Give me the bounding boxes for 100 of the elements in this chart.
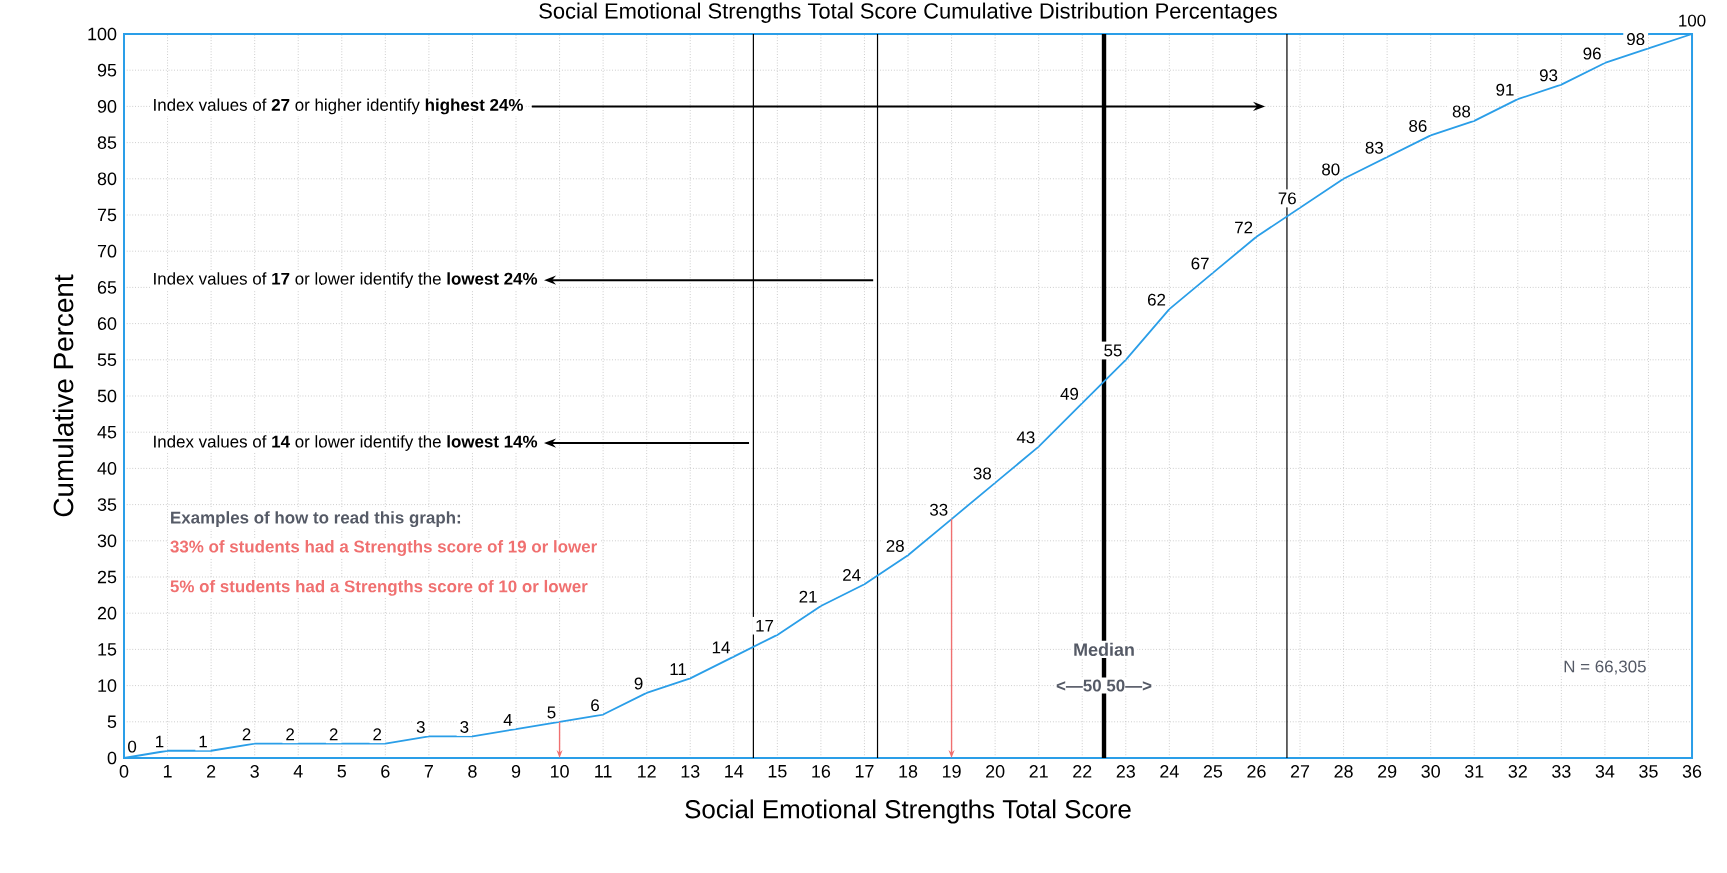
x-tick-label: 20 <box>986 765 1005 778</box>
x-tick-label: 30 <box>1421 765 1440 778</box>
x-tick-label: 7 <box>424 765 433 778</box>
x-tick-label: 1 <box>163 765 172 778</box>
y-tick-label: 40 <box>97 462 117 475</box>
y-tick-label: 5 <box>107 715 117 729</box>
y-tick-label: 85 <box>97 136 117 149</box>
data-label: 62 <box>1147 293 1166 306</box>
y-tick-label: 95 <box>97 63 117 77</box>
data-label: 98 <box>1627 33 1645 46</box>
x-tick-label: 36 <box>1682 765 1702 778</box>
x-tick-label: 35 <box>1639 765 1658 778</box>
y-axis-title: Cumulative Percent <box>52 274 74 517</box>
x-tick-label: 0 <box>119 765 129 778</box>
annotation: Index values of 27 or higher identify highest 24% <box>154 98 524 115</box>
x-tick-label: 25 <box>1203 765 1223 778</box>
data-label: 3 <box>460 720 469 733</box>
x-axis-title: Social Emotional Strengths Total Score <box>685 799 1131 824</box>
data-label: 88 <box>1452 105 1471 118</box>
x-tick-label: 29 <box>1378 765 1397 778</box>
x-tick-label: 5 <box>337 765 347 778</box>
x-tick-label: 32 <box>1508 765 1527 778</box>
data-label: 67 <box>1191 257 1209 270</box>
annotation: <—50 50—> <box>1056 679 1152 692</box>
y-tick-label: 90 <box>97 100 117 113</box>
y-tick-label: 50 <box>97 389 117 403</box>
x-tick-label: 6 <box>381 765 390 778</box>
data-label: 9 <box>634 677 643 690</box>
data-label: 2 <box>286 728 294 741</box>
x-tick-label: 28 <box>1334 765 1353 778</box>
x-tick-label: 14 <box>725 765 744 778</box>
y-tick-label: 45 <box>97 425 117 439</box>
data-label: 38 <box>973 467 991 480</box>
x-tick-label: 15 <box>768 765 787 778</box>
annotation: Index values of 14 or lower identify the lowest 14% <box>154 435 538 451</box>
x-tick-label: 11 <box>595 765 612 778</box>
x-tick-label: 18 <box>899 765 918 778</box>
data-label: 3 <box>416 720 425 733</box>
x-tick-label: 2 <box>207 765 216 778</box>
data-label: 76 <box>1278 192 1296 205</box>
annotation: Examples of how to read this graph: <box>171 511 461 528</box>
data-label: 2 <box>329 728 338 741</box>
x-tick-label: 17 <box>855 765 874 778</box>
annotation: 5% of students had a Strengths score of 10 or lower <box>170 579 588 596</box>
x-tick-label: 24 <box>1160 765 1179 778</box>
data-label: 96 <box>1583 47 1601 60</box>
data-label: 2 <box>242 728 251 741</box>
y-tick-label: 55 <box>97 353 117 367</box>
data-label: 5 <box>547 706 556 719</box>
y-tick-label: 75 <box>97 208 117 222</box>
x-tick-label: 10 <box>550 765 569 778</box>
x-tick-label: 19 <box>942 765 961 778</box>
x-tick-label: 9 <box>511 765 521 778</box>
data-label: 100 <box>1679 14 1706 27</box>
data-label: 91 <box>1496 83 1514 96</box>
y-tick-label: 100 <box>88 27 117 41</box>
x-tick-label: 4 <box>293 765 303 778</box>
y-tick-label: 35 <box>97 498 117 511</box>
data-label: 0 <box>128 740 137 753</box>
y-tick-label: 0 <box>107 751 117 765</box>
data-label: 11 <box>670 663 687 675</box>
data-label: 28 <box>886 539 904 552</box>
y-tick-label: 70 <box>97 244 117 258</box>
data-label: 33 <box>930 503 948 516</box>
x-tick-label: 8 <box>468 765 477 778</box>
y-tick-label: 20 <box>97 606 117 620</box>
data-label: 24 <box>843 569 861 581</box>
data-label: 17 <box>756 619 774 632</box>
data-label: 6 <box>591 699 599 712</box>
x-tick-label: 26 <box>1247 765 1266 778</box>
y-tick-label: 10 <box>98 679 117 692</box>
x-tick-label: 23 <box>1116 765 1135 778</box>
x-tick-label: 27 <box>1290 765 1310 778</box>
x-tick-label: 34 <box>1595 765 1615 778</box>
x-tick-label: 33 <box>1552 765 1571 778</box>
data-label: 1 <box>156 735 164 748</box>
data-label: 55 <box>1104 344 1122 357</box>
x-tick-label: 12 <box>638 765 656 778</box>
y-tick-label: 80 <box>97 172 117 186</box>
y-tick-label: 30 <box>97 534 117 548</box>
x-tick-label: 31 <box>1464 765 1484 778</box>
y-tick-label: 15 <box>98 643 117 656</box>
annotation: N = 66,305 <box>1564 660 1646 675</box>
data-label: 83 <box>1365 141 1383 154</box>
data-label: 4 <box>503 714 513 726</box>
y-tick-label: 25 <box>97 570 117 584</box>
annotation: Index values of 17 or lower identify the lowest 24% <box>154 272 538 289</box>
ref-line-label: Median <box>1074 642 1134 656</box>
data-label: 93 <box>1539 69 1558 82</box>
data-label: 21 <box>799 590 817 603</box>
data-label: 49 <box>1060 387 1079 400</box>
data-label: 43 <box>1016 431 1035 444</box>
x-tick-label: 22 <box>1073 765 1092 778</box>
y-tick-label: 60 <box>97 317 117 330</box>
x-tick-label: 16 <box>812 765 831 778</box>
data-label: 86 <box>1409 119 1427 132</box>
data-label: 14 <box>712 641 730 654</box>
x-tick-label: 21 <box>1029 765 1048 778</box>
x-tick-label: 13 <box>681 765 700 778</box>
data-label: 80 <box>1322 163 1340 176</box>
